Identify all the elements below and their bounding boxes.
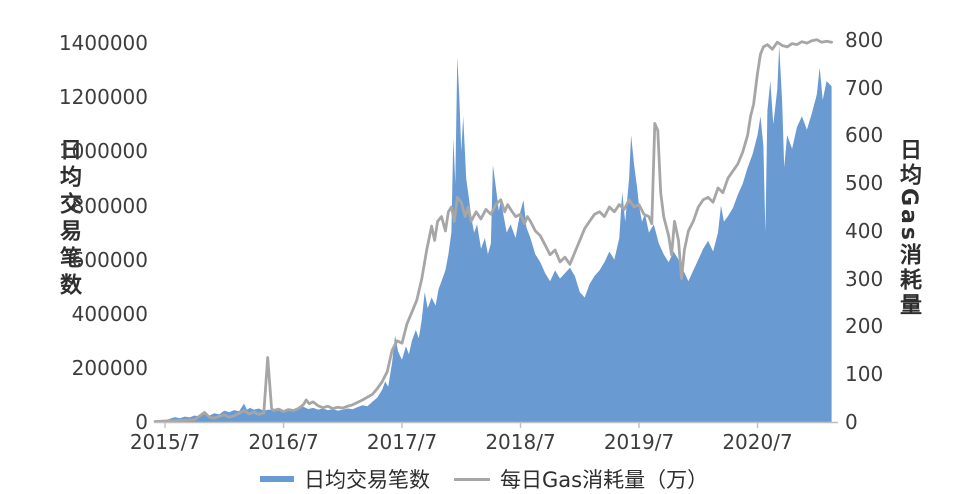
legend-area-swatch-icon — [260, 476, 294, 482]
right-axis-tick-label: 600 — [845, 123, 884, 148]
left-axis-title: 日均交易笔数 — [56, 138, 81, 300]
x-axis-tick-label: 2017/7 — [366, 430, 438, 454]
left-axis-tick-label: 1000000 — [58, 139, 148, 164]
left-axis-tick-label: 1200000 — [58, 85, 148, 110]
legend-label: 日均交易笔数 — [304, 468, 430, 492]
chart-legend: 日均交易笔数 每日Gas消耗量（万） — [260, 464, 732, 494]
left-axis-tick-label: 200000 — [71, 355, 148, 380]
right-axis-tick-label: 500 — [845, 171, 884, 196]
left-axis-tick-label: 1400000 — [58, 31, 148, 56]
right-axis-tick-label: 400 — [845, 218, 884, 243]
left-axis-tick-label: 800000 — [71, 193, 148, 218]
right-axis-tick-label: 300 — [845, 266, 884, 291]
right-axis-tick-label: 700 — [845, 75, 884, 100]
right-axis-tick-label: 100 — [845, 362, 884, 387]
legend-line-swatch-icon — [454, 477, 490, 481]
right-axis-tick-label: 200 — [845, 314, 884, 339]
legend-label: 每日Gas消耗量（万） — [500, 468, 709, 492]
x-axis-tick-label: 2018/7 — [485, 430, 556, 454]
x-axis-tick-label: 2020/7 — [722, 430, 793, 454]
right-axis-tick-label: 0 — [845, 410, 858, 434]
right-axis-tick-label: 900 — [845, 0, 883, 3]
left-axis-tick-label: 0 — [135, 410, 148, 434]
right-axis-tick-label: 800 — [845, 27, 884, 52]
left-axis-tick-label: 600000 — [71, 247, 148, 272]
legend-item-gas: 每日Gas消耗量（万） — [454, 464, 708, 494]
x-axis-tick-label: 2019/7 — [603, 430, 675, 454]
transactions-area-series — [155, 45, 832, 423]
x-axis-tick-label: 2015/7 — [129, 430, 201, 454]
left-axis-tick-label: 400000 — [71, 301, 148, 326]
gas-line-series — [153, 38, 833, 423]
legend-item-transactions: 日均交易笔数 — [260, 464, 430, 494]
x-axis-tick-label: 2016/7 — [248, 430, 319, 454]
right-axis-title: 日均Gas消耗量 — [896, 138, 921, 318]
